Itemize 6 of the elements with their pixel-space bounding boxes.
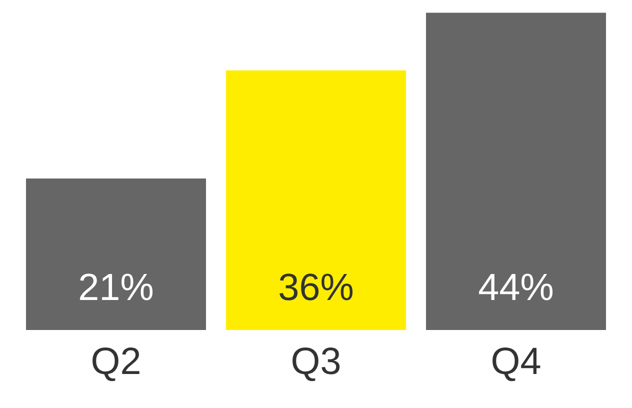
data-label: 21%	[80, 274, 153, 300]
data-label: 36%	[280, 274, 353, 300]
data-label: 44%	[478, 274, 553, 300]
x-tick-label: Q4	[492, 348, 540, 382]
x-tick-label: Q2	[92, 348, 140, 382]
x-tick-label: Q3	[292, 348, 340, 382]
